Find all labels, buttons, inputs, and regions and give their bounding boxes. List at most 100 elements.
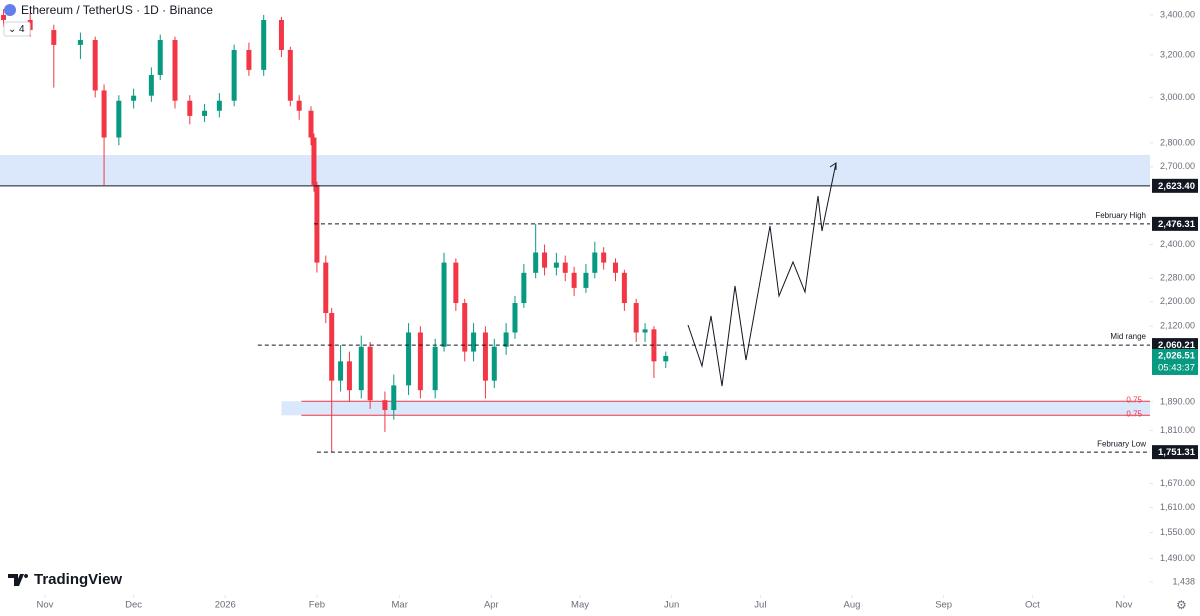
candle-body <box>432 346 438 391</box>
y-tick-label: 2,120.00 <box>1160 321 1195 331</box>
y-tick-label: 1,890.00 <box>1160 396 1195 406</box>
candle-body <box>216 100 222 111</box>
candle-body <box>571 272 577 288</box>
candle-body <box>583 272 589 288</box>
level-name: February High <box>1095 211 1146 220</box>
y-tick-label: 1,810.00 <box>1160 425 1195 435</box>
x-tick-label: Apr <box>484 600 499 611</box>
countdown: 05:43:37 <box>1158 362 1195 373</box>
candle-body <box>51 30 57 45</box>
candle-body <box>613 262 619 273</box>
candle-body <box>503 332 509 347</box>
level-tag-label: 2,060.21 <box>1158 340 1196 351</box>
last-price-tag <box>1152 348 1198 375</box>
y-tick-label: 2,280.00 <box>1160 273 1195 283</box>
brand: TradingView <box>34 571 122 588</box>
settings-icon[interactable]: ⚙ <box>1176 598 1187 612</box>
candle-body <box>562 262 568 273</box>
projection-arrow <box>829 162 837 170</box>
y-tick-label: 3,000.00 <box>1160 92 1195 102</box>
candle-body <box>406 332 412 386</box>
candle-body <box>92 40 98 91</box>
zone <box>0 155 1150 186</box>
candle-body <box>296 100 302 111</box>
y-tick-label: 1,550.00 <box>1160 527 1195 537</box>
candle-body <box>417 332 423 391</box>
level-tag <box>1152 445 1198 460</box>
candle-body <box>471 332 477 352</box>
level-tag <box>1152 216 1198 231</box>
zone <box>281 401 1150 416</box>
candle-body <box>202 110 208 116</box>
candle-body <box>512 303 518 333</box>
candle-body <box>131 95 137 101</box>
candle-body <box>542 252 548 268</box>
candle-body <box>116 100 122 138</box>
y-tick-label: 1,438 <box>1172 576 1195 586</box>
x-tick-label: 2026 <box>215 600 236 611</box>
indicator-badge[interactable] <box>3 21 31 37</box>
coin-icon <box>4 4 16 16</box>
y-tick-label: 1,490.00 <box>1160 553 1195 563</box>
logo: TradingView <box>8 571 122 588</box>
candle-body <box>346 361 352 391</box>
x-tick-label: Nov <box>36 600 53 611</box>
candle-body <box>601 252 607 263</box>
zone-edge-label: 0.75 <box>1126 395 1142 404</box>
candle-body <box>329 313 335 381</box>
x-tick-label: Aug <box>844 600 861 611</box>
logo-mark <box>8 574 29 586</box>
candle-body <box>77 40 83 45</box>
x-tick-label: Sep <box>935 600 952 611</box>
candle-body <box>642 329 648 333</box>
candle-body <box>663 355 669 362</box>
candle-body <box>521 272 527 304</box>
y-tick-label: 1,610.00 <box>1160 502 1195 512</box>
candle-body <box>323 262 329 314</box>
candle-body <box>231 49 237 101</box>
level-tag-label: 2,623.40 <box>1158 181 1195 192</box>
candle-body <box>453 262 459 304</box>
level-name: February Low <box>1097 439 1146 448</box>
chart-title: Ethereum / TetherUS · 1D · Binance <box>21 3 213 17</box>
candle-body <box>553 262 559 268</box>
zone-edge-label: 0.75 <box>1126 409 1142 418</box>
y-tick-label: 2,200.00 <box>1160 296 1195 306</box>
level-tag <box>1152 338 1198 353</box>
candle-body <box>101 90 107 138</box>
candle-body <box>246 49 252 70</box>
x-tick-label: May <box>571 600 589 611</box>
x-tick-label: Dec <box>125 600 142 611</box>
candle-body <box>382 400 388 410</box>
candle-body <box>592 252 598 273</box>
y-tick-label: 1,670.00 <box>1160 478 1195 488</box>
indicator-count: 4 <box>19 24 25 35</box>
candle-body <box>308 110 314 138</box>
x-tick-label: Jun <box>664 600 679 611</box>
y-tick-label: 2,400.00 <box>1160 239 1195 249</box>
candle-body <box>633 303 639 333</box>
level-tag-label: 2,476.31 <box>1158 219 1196 230</box>
candle-body <box>441 262 447 347</box>
candle-body <box>278 20 284 50</box>
level-tag-label: 1,751.31 <box>1158 447 1196 458</box>
level-name: Mid range <box>1110 332 1146 341</box>
candle-body <box>482 332 488 381</box>
candle-body <box>287 49 293 101</box>
candle-body <box>187 100 193 116</box>
candle-body <box>261 20 267 70</box>
candle-body <box>172 40 178 101</box>
candle-body <box>651 329 657 362</box>
chevron: ⌄ <box>8 24 16 35</box>
candle-body <box>391 385 397 410</box>
candle-body <box>157 40 163 75</box>
candle-body <box>148 74 154 96</box>
header: Ethereum / TetherUS · 1D · Binance 4 ⌄ <box>3 3 213 37</box>
x-tick-label: Oct <box>1025 600 1040 611</box>
candle-body <box>358 346 364 391</box>
y-tick-label: 3,400.00 <box>1160 9 1195 19</box>
candle-body <box>1 14 7 21</box>
level-tag <box>1152 178 1198 193</box>
